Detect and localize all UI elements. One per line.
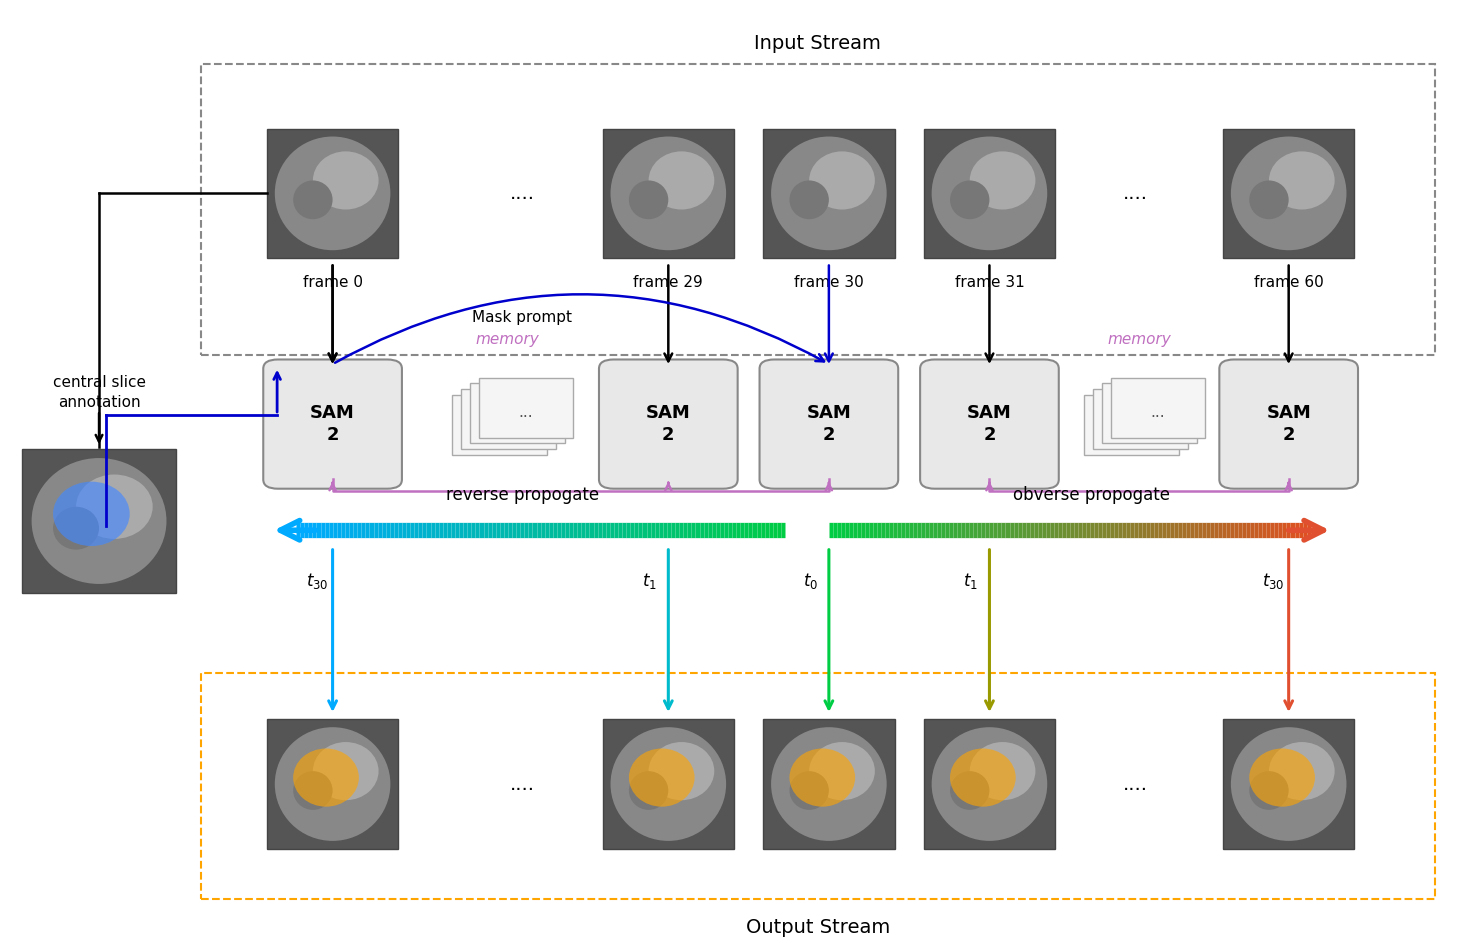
Ellipse shape <box>932 137 1047 250</box>
Text: obverse propogate: obverse propogate <box>1013 487 1170 505</box>
Ellipse shape <box>275 727 390 841</box>
Ellipse shape <box>628 771 668 810</box>
FancyBboxPatch shape <box>1094 389 1188 449</box>
Ellipse shape <box>950 749 1016 806</box>
FancyBboxPatch shape <box>920 359 1058 488</box>
FancyBboxPatch shape <box>1085 394 1179 455</box>
Ellipse shape <box>1268 742 1334 801</box>
Text: SAM
2: SAM 2 <box>967 404 1011 444</box>
Text: ...: ... <box>518 405 533 420</box>
Text: $t_1$: $t_1$ <box>963 571 978 591</box>
Ellipse shape <box>313 152 379 209</box>
Ellipse shape <box>790 771 829 810</box>
FancyBboxPatch shape <box>603 129 734 258</box>
Ellipse shape <box>294 771 333 810</box>
FancyBboxPatch shape <box>267 129 398 258</box>
Ellipse shape <box>53 506 98 550</box>
Ellipse shape <box>275 137 390 250</box>
FancyBboxPatch shape <box>479 378 574 438</box>
Text: ....: .... <box>1123 184 1148 203</box>
Text: frame 60: frame 60 <box>1254 274 1324 290</box>
FancyBboxPatch shape <box>470 384 565 443</box>
Text: ....: .... <box>509 184 534 203</box>
FancyBboxPatch shape <box>759 359 898 488</box>
Ellipse shape <box>1268 152 1334 209</box>
Ellipse shape <box>970 742 1035 801</box>
Text: frame 29: frame 29 <box>633 274 703 290</box>
FancyBboxPatch shape <box>1223 129 1355 258</box>
Ellipse shape <box>32 458 166 584</box>
Text: ...: ... <box>1149 405 1164 420</box>
Ellipse shape <box>628 180 668 219</box>
Ellipse shape <box>649 152 715 209</box>
FancyBboxPatch shape <box>603 720 734 849</box>
Text: $t_1$: $t_1$ <box>642 571 658 591</box>
FancyBboxPatch shape <box>22 450 176 592</box>
Text: frame 31: frame 31 <box>954 274 1025 290</box>
Ellipse shape <box>1230 727 1346 841</box>
FancyBboxPatch shape <box>452 394 548 455</box>
Text: $t_{30}$: $t_{30}$ <box>307 571 329 591</box>
Ellipse shape <box>76 474 153 538</box>
Text: frame 30: frame 30 <box>794 274 863 290</box>
FancyBboxPatch shape <box>1223 720 1355 849</box>
Ellipse shape <box>1249 749 1315 806</box>
Text: SAM
2: SAM 2 <box>646 404 690 444</box>
Text: SAM
2: SAM 2 <box>1267 404 1311 444</box>
Ellipse shape <box>771 727 887 841</box>
FancyBboxPatch shape <box>267 720 398 849</box>
Ellipse shape <box>1249 771 1289 810</box>
Text: central slice
annotation: central slice annotation <box>53 375 145 410</box>
FancyBboxPatch shape <box>1102 384 1196 443</box>
FancyBboxPatch shape <box>923 720 1055 849</box>
Ellipse shape <box>932 727 1047 841</box>
Text: memory: memory <box>1108 333 1171 348</box>
Ellipse shape <box>790 180 829 219</box>
FancyBboxPatch shape <box>599 359 737 488</box>
FancyBboxPatch shape <box>461 389 556 449</box>
Ellipse shape <box>809 742 875 801</box>
Text: Mask prompt: Mask prompt <box>473 310 573 325</box>
FancyBboxPatch shape <box>923 129 1055 258</box>
Text: SAM
2: SAM 2 <box>806 404 851 444</box>
Ellipse shape <box>611 727 727 841</box>
Ellipse shape <box>649 742 715 801</box>
Text: ....: .... <box>1123 774 1148 794</box>
Ellipse shape <box>294 180 333 219</box>
FancyBboxPatch shape <box>1111 378 1205 438</box>
Ellipse shape <box>1249 180 1289 219</box>
Text: $t_{30}$: $t_{30}$ <box>1262 571 1284 591</box>
Text: reverse propogate: reverse propogate <box>446 487 599 505</box>
Text: ....: .... <box>509 774 534 794</box>
Ellipse shape <box>950 771 989 810</box>
FancyBboxPatch shape <box>763 720 894 849</box>
Ellipse shape <box>53 482 129 546</box>
Text: memory: memory <box>476 333 540 348</box>
Text: $t_0$: $t_0$ <box>803 571 818 591</box>
Ellipse shape <box>313 742 379 801</box>
Ellipse shape <box>628 749 694 806</box>
Ellipse shape <box>950 180 989 219</box>
Ellipse shape <box>294 749 358 806</box>
Text: SAM
2: SAM 2 <box>310 404 355 444</box>
Ellipse shape <box>771 137 887 250</box>
FancyBboxPatch shape <box>263 359 402 488</box>
FancyBboxPatch shape <box>763 129 894 258</box>
Text: Output Stream: Output Stream <box>746 918 890 936</box>
Text: Input Stream: Input Stream <box>755 34 881 53</box>
Ellipse shape <box>1230 137 1346 250</box>
FancyBboxPatch shape <box>1220 359 1358 488</box>
Ellipse shape <box>809 152 875 209</box>
Ellipse shape <box>790 749 856 806</box>
Ellipse shape <box>970 152 1035 209</box>
Ellipse shape <box>611 137 727 250</box>
Text: frame 0: frame 0 <box>302 274 363 290</box>
